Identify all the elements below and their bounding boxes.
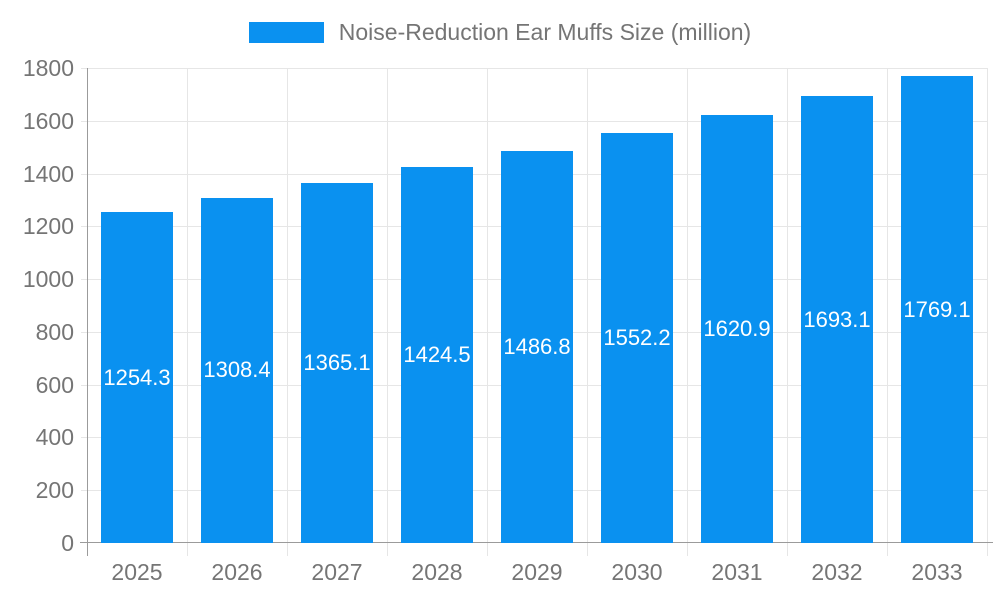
bar-2025[interactable]: 1254.3 (101, 212, 173, 543)
y-axis-tick-label-400: 400 (35, 424, 74, 451)
bar-value-label: 1308.4 (203, 357, 271, 383)
x-axis-tick-label-2031: 2031 (711, 559, 763, 585)
bar-value-label: 1620.9 (703, 316, 771, 342)
x-axis-tick-label-2033: 2033 (911, 559, 963, 585)
bar-2029[interactable]: 1486.8 (501, 150, 573, 543)
v-gridline-7 (787, 68, 788, 556)
legend-swatch (248, 21, 324, 43)
y-axis-line (87, 68, 88, 556)
x-axis-tick-label-2027: 2027 (311, 559, 363, 585)
bar-value-label: 1486.8 (503, 333, 571, 359)
y-axis-tick-label-1400: 1400 (22, 160, 74, 187)
bar-value-label: 1552.2 (603, 325, 671, 351)
v-gridline-9 (987, 68, 988, 556)
y-axis-tick-label-0: 0 (61, 530, 74, 556)
bar-2033[interactable]: 1769.1 (901, 76, 973, 543)
v-gridline-5 (587, 68, 588, 556)
y-axis-tick-label-600: 600 (35, 371, 74, 398)
bar-2028[interactable]: 1424.5 (401, 167, 473, 543)
bar-2027[interactable]: 1365.1 (301, 182, 373, 543)
plot-area: 1254.3 1308.4 1365.1 1424.5 1486.8 1552.2 1620… (80, 68, 993, 556)
h-gridline-1800 (81, 68, 987, 69)
bar-value-label: 1365.1 (303, 349, 371, 375)
x-axis-tick-label-2029: 2029 (511, 559, 563, 585)
y-axis-tick-label-200: 200 (35, 477, 74, 504)
bar-value-label: 1769.1 (903, 296, 971, 322)
bar-2032[interactable]: 1693.1 (801, 96, 873, 543)
y-axis-tick-label-800: 800 (35, 318, 74, 345)
bar-2026[interactable]: 1308.4 (201, 197, 273, 543)
y-axis-tick-label-1800: 1800 (22, 55, 74, 81)
x-axis-tick-label-2025: 2025 (111, 559, 163, 585)
v-gridline-4 (487, 68, 488, 556)
legend-label: Noise-Reduction Ear Muffs Size (million) (338, 19, 752, 45)
bar-2030[interactable]: 1552.2 (601, 133, 673, 543)
bar-value-label: 1693.1 (803, 306, 871, 332)
v-gridline-1 (187, 68, 188, 556)
v-gridline-6 (687, 68, 688, 556)
x-axis-tick-label-2032: 2032 (811, 559, 863, 585)
h-gridline-1600 (81, 120, 987, 122)
x-axis-tick-label-2030: 2030 (611, 559, 663, 585)
bar-value-label: 1424.5 (403, 342, 471, 368)
y-axis-tick-label-1000: 1000 (22, 266, 74, 293)
x-axis-tick-label-2028: 2028 (411, 559, 463, 585)
x-axis-tick-label-2026: 2026 (211, 559, 263, 585)
v-gridline-3 (387, 68, 388, 556)
bar-2031[interactable]: 1620.9 (701, 115, 773, 543)
v-gridline-2 (287, 68, 288, 556)
y-axis-tick-label-1200: 1200 (22, 213, 74, 240)
chart-legend[interactable]: Noise-Reduction Ear Muffs Size (million) (0, 18, 1000, 46)
y-axis-tick-label-1600: 1600 (22, 107, 74, 134)
v-gridline-8 (887, 68, 888, 556)
bar-value-label: 1254.3 (103, 364, 171, 390)
